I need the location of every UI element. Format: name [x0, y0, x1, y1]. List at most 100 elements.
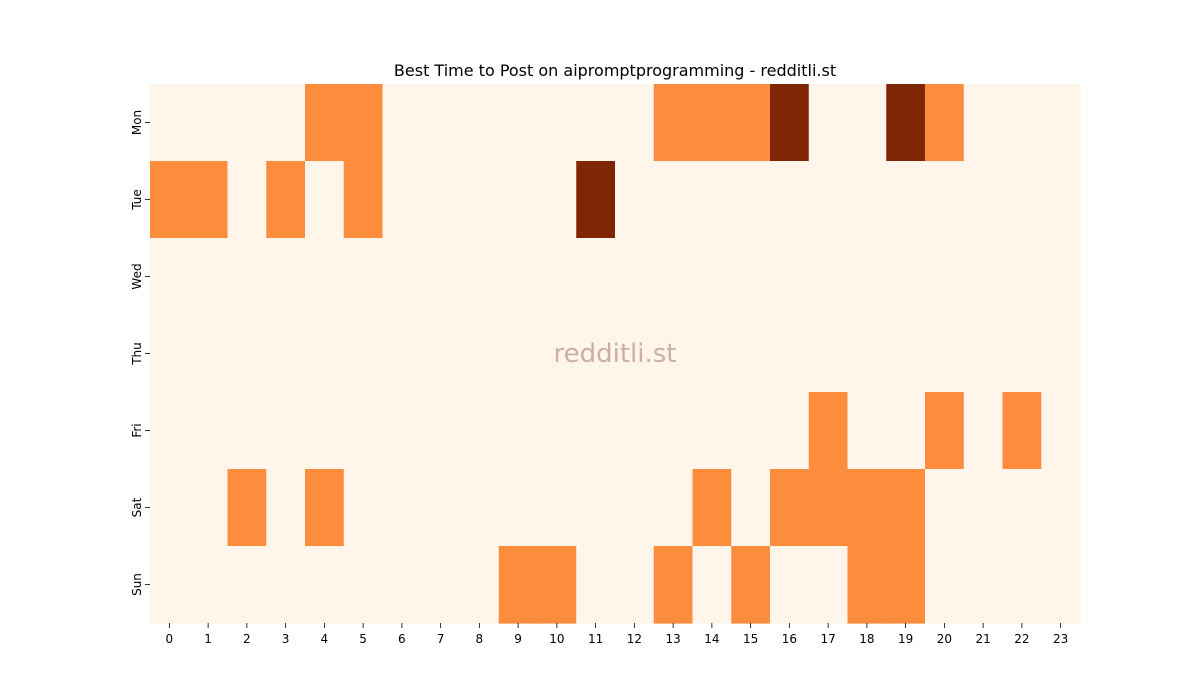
- heatmap-cell-fri-3: [266, 392, 306, 470]
- heatmap-cell-fri-22: [1002, 392, 1042, 470]
- heatmap-cell-fri-16: [770, 392, 810, 470]
- heatmap-cell-thu-18: [847, 315, 887, 393]
- heatmap-cell-fri-18: [847, 392, 887, 470]
- heatmap-cell-fri-4: [305, 392, 345, 470]
- heatmap-cell-tue-13: [653, 161, 694, 239]
- heatmap-cell-wed-16: [770, 238, 810, 316]
- heatmap-cell-tue-12: [615, 161, 655, 239]
- heatmap-cell-sun-3: [266, 546, 306, 624]
- x-tick-label-1: 1: [204, 632, 212, 646]
- heatmap-cell-tue-18: [847, 161, 887, 239]
- heatmap-cell-sun-13: [653, 546, 694, 624]
- heatmap-cell-fri-20: [925, 392, 965, 470]
- x-tick-label-0: 0: [166, 632, 174, 646]
- x-tick-label-10: 10: [549, 632, 564, 646]
- heatmap-cell-mon-19: [886, 84, 926, 162]
- heatmap-cell-sat-12: [615, 469, 655, 547]
- heatmap-cell-sun-16: [770, 546, 810, 624]
- x-tick-label-12: 12: [627, 632, 642, 646]
- heatmap-cell-sun-10: [537, 546, 577, 624]
- heatmap-cell-mon-9: [498, 84, 539, 162]
- heatmap-cell-mon-22: [1002, 84, 1042, 162]
- heatmap-cell-sun-22: [1002, 546, 1042, 624]
- heatmap-cell-sun-21: [963, 546, 1004, 624]
- heatmap-cell-sun-18: [847, 546, 887, 624]
- heatmap-cell-sun-17: [808, 546, 849, 624]
- heatmap-cell-sat-7: [421, 469, 461, 547]
- heatmap-cell-wed-4: [305, 238, 345, 316]
- x-tick-label-19: 19: [898, 632, 913, 646]
- x-tick-label-8: 8: [476, 632, 484, 646]
- watermark: redditli.st: [554, 339, 677, 369]
- heatmap-cell-sat-18: [847, 469, 887, 547]
- heatmap-cell-wed-22: [1002, 238, 1042, 316]
- heatmap-cell-mon-8: [460, 84, 500, 162]
- heatmap-cell-fri-17: [808, 392, 849, 470]
- heatmap-cell-sat-4: [305, 469, 345, 547]
- heatmap-cell-mon-5: [343, 84, 384, 162]
- heatmap-cell-fri-14: [692, 392, 732, 470]
- heatmap-cell-fri-15: [731, 392, 771, 470]
- heatmap-cell-wed-0: [150, 238, 190, 316]
- heatmap-cell-thu-7: [421, 315, 461, 393]
- x-tick-label-2: 2: [243, 632, 251, 646]
- heatmap-cell-mon-16: [770, 84, 810, 162]
- y-tick-label-thu: Thu: [130, 342, 144, 366]
- heatmap-cell-mon-23: [1041, 84, 1081, 162]
- x-tick-label-7: 7: [437, 632, 445, 646]
- heatmap-cell-sat-2: [227, 469, 267, 547]
- heatmap-cell-fri-9: [498, 392, 539, 470]
- heatmap-cell-sun-20: [925, 546, 965, 624]
- heatmap-cell-sun-0: [150, 546, 190, 624]
- heatmap-cell-mon-15: [731, 84, 771, 162]
- heatmap-cell-fri-19: [886, 392, 926, 470]
- heatmap-cell-wed-9: [498, 238, 539, 316]
- heatmap-cell-mon-14: [692, 84, 732, 162]
- heatmap-cell-thu-11: [576, 315, 616, 393]
- x-tick-label-16: 16: [782, 632, 797, 646]
- heatmap-cell-wed-11: [576, 238, 616, 316]
- x-tick-label-5: 5: [359, 632, 367, 646]
- heatmap-cell-tue-9: [498, 161, 539, 239]
- heatmap-cell-mon-7: [421, 84, 461, 162]
- heatmap-cell-sat-14: [692, 469, 732, 547]
- heatmap-cell-thu-6: [382, 315, 422, 393]
- heatmap-cell-sat-1: [188, 469, 229, 547]
- heatmap-cell-mon-10: [537, 84, 577, 162]
- heatmap-cell-sat-23: [1041, 469, 1081, 547]
- heatmap-cell-sat-10: [537, 469, 577, 547]
- heatmap-cell-sun-2: [227, 546, 267, 624]
- heatmap-cell-wed-7: [421, 238, 461, 316]
- heatmap-cell-tue-8: [460, 161, 500, 239]
- x-tick-label-14: 14: [704, 632, 719, 646]
- heatmap-cell-wed-14: [692, 238, 732, 316]
- heatmap-cell-mon-3: [266, 84, 306, 162]
- heatmap-cell-wed-2: [227, 238, 267, 316]
- heatmap-cell-sat-11: [576, 469, 616, 547]
- heatmap-cell-wed-13: [653, 238, 694, 316]
- heatmap-cell-fri-1: [188, 392, 229, 470]
- heatmap-cell-tue-7: [421, 161, 461, 239]
- heatmap-cell-sat-9: [498, 469, 539, 547]
- heatmap-cell-sat-0: [150, 469, 190, 547]
- heatmap-cell-thu-2: [227, 315, 267, 393]
- heatmap-cell-sat-6: [382, 469, 422, 547]
- heatmap-cell-thu-16: [770, 315, 810, 393]
- heatmap-cell-thu-21: [963, 315, 1004, 393]
- heatmap-cell-fri-10: [537, 392, 577, 470]
- heatmap-cell-sun-8: [460, 546, 500, 624]
- heatmap-cell-mon-2: [227, 84, 267, 162]
- heatmap-cell-sun-14: [692, 546, 732, 624]
- x-axis-ticks: 0 1 2 3 4 5 6 7 8 9 10 11 12 13 14 15 16 17 18 19 20 21 22 23: [166, 623, 1068, 646]
- heatmap-cell-fri-0: [150, 392, 190, 470]
- heatmap-cell-wed-6: [382, 238, 422, 316]
- heatmap-cell-sat-3: [266, 469, 306, 547]
- x-tick-label-17: 17: [820, 632, 835, 646]
- heatmap-cell-tue-16: [770, 161, 810, 239]
- y-tick-label-mon: Mon: [130, 110, 144, 135]
- heatmap-cell-sun-11: [576, 546, 616, 624]
- heatmap-cell-thu-15: [731, 315, 771, 393]
- y-tick-label-tue: Tue: [130, 189, 144, 211]
- heatmap-cell-tue-10: [537, 161, 577, 239]
- heatmap-cell-thu-10: [537, 315, 577, 393]
